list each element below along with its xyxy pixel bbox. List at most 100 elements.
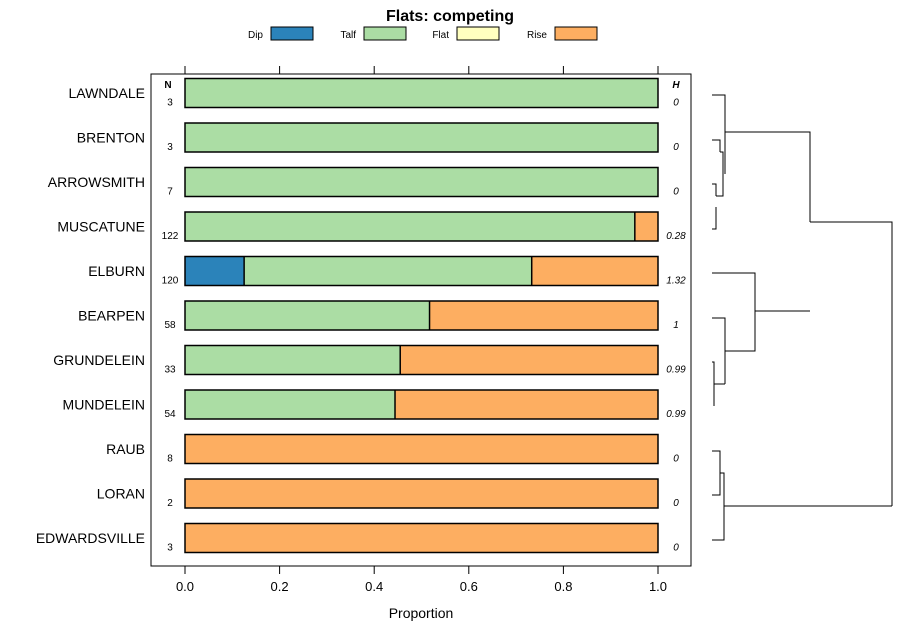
bar-outline xyxy=(184,522,659,554)
h-value: 0 xyxy=(673,142,679,153)
bar-outline xyxy=(184,389,659,420)
bar-segment-rise xyxy=(185,479,658,508)
row-label: GRUNDELEIN xyxy=(53,352,145,368)
row-label: BRENTON xyxy=(77,130,145,146)
n-value: 3 xyxy=(167,543,173,554)
bar-segment-rise xyxy=(185,523,658,553)
row-label: BEARPEN xyxy=(78,308,145,324)
bar-outline xyxy=(184,122,659,153)
dendrogram-branch xyxy=(725,131,811,222)
bar-segment-rise xyxy=(531,256,658,286)
h-value: 0.28 xyxy=(666,231,686,242)
bar-outline xyxy=(184,166,659,198)
bar-segment-talf xyxy=(185,167,658,197)
bar-segment-dip xyxy=(185,256,245,286)
dendrogram-branch xyxy=(712,317,726,384)
legend-label-rise: Rise xyxy=(527,30,547,41)
bar-segment-talf xyxy=(185,123,658,152)
legend-swatch-flat xyxy=(456,26,500,41)
x-tick-label: 0.2 xyxy=(271,579,289,594)
row-label: LAWNDALE xyxy=(68,85,145,101)
x-axis: 0.0 0.2 0.4 0.6 0.8 1.0 xyxy=(176,566,667,594)
dendrogram-branch xyxy=(716,152,724,197)
row-label: RAUB xyxy=(106,441,145,457)
legend: Dip Talf Flat Rise xyxy=(248,26,598,41)
bar-segment-talf xyxy=(244,256,532,286)
bar-segment-rise xyxy=(185,434,658,464)
bar-segment-talf xyxy=(185,212,635,241)
bar-row: GRUNDELEIN 33 0.99 xyxy=(53,344,686,376)
dendrogram-branch xyxy=(712,272,756,352)
n-value: 122 xyxy=(162,231,179,242)
row-label: LORAN xyxy=(97,486,145,502)
bar-row: MUSCATUNE 122 0.28 xyxy=(57,211,686,242)
n-value: 3 xyxy=(167,98,173,109)
x-tick-label: 0.4 xyxy=(365,579,383,594)
bar-segment-talf xyxy=(185,78,658,108)
bar-segment-rise xyxy=(400,345,658,375)
bar-row: RAUB 8 0 xyxy=(106,433,679,465)
bar-rows: LAWNDALE 3 0 BRENTON 3 0 ARROWSMITH 7 0 MUSCATUNE… xyxy=(36,77,686,554)
h-value: 0.99 xyxy=(666,409,686,420)
row-label: ELBURN xyxy=(88,263,145,279)
bar-outline xyxy=(184,344,659,376)
n-value: 33 xyxy=(164,365,176,376)
n-value: 2 xyxy=(167,498,173,509)
h-value: 0 xyxy=(673,98,679,109)
x-tick-label: 0.0 xyxy=(176,579,194,594)
h-value: 0.99 xyxy=(666,365,686,376)
h-value: 0 xyxy=(673,187,679,198)
bar-segment-rise xyxy=(634,212,658,241)
h-value: 0 xyxy=(673,498,679,509)
dendrogram-branch xyxy=(810,221,893,506)
n-value: 54 xyxy=(164,409,176,420)
bar-row: BRENTON 3 0 xyxy=(77,122,679,153)
x-tick-label: 0.6 xyxy=(460,579,478,594)
h-value: 1.32 xyxy=(666,276,686,287)
chart-title: Flats: competing xyxy=(386,8,514,25)
n-value: 8 xyxy=(167,454,173,465)
bar-outline xyxy=(184,211,659,242)
dendrogram-branch xyxy=(712,183,717,196)
bar-segment-talf xyxy=(185,390,396,419)
dendrogram-branch xyxy=(712,450,721,496)
n-value: 58 xyxy=(164,320,176,331)
legend-swatch-rise xyxy=(554,26,598,41)
legend-label-flat: Flat xyxy=(432,30,449,41)
h-value: 1 xyxy=(673,320,679,331)
bar-segment-talf xyxy=(185,345,401,375)
x-tick-label: 1.0 xyxy=(649,579,667,594)
bar-outline xyxy=(184,478,659,509)
bar-row: MUNDELEIN 54 0.99 xyxy=(63,389,686,420)
x-tick-label: 0.8 xyxy=(554,579,572,594)
bar-segment-rise xyxy=(429,301,658,330)
row-label: ARROWSMITH xyxy=(48,174,145,190)
legend-label-talf: Talf xyxy=(340,30,356,41)
x-axis-label: Proportion xyxy=(389,605,454,621)
bar-outline xyxy=(184,255,659,287)
dendrogram-branch xyxy=(712,361,715,406)
legend-label-dip: Dip xyxy=(248,30,263,41)
dendrogram-branch xyxy=(712,139,721,152)
n-value: 7 xyxy=(167,187,173,198)
bar-segment-talf xyxy=(185,301,430,330)
legend-swatch-dip xyxy=(270,26,314,41)
n-value: 3 xyxy=(167,142,173,153)
n-value: 120 xyxy=(162,276,179,287)
top-axis-ticks xyxy=(184,66,659,74)
bar-outline xyxy=(184,433,659,465)
dendrogram xyxy=(712,94,893,541)
dendrogram-branch xyxy=(712,94,726,117)
dendrogram-branch xyxy=(712,207,717,230)
row-label: MUSCATUNE xyxy=(57,219,145,235)
bar-outline xyxy=(184,300,659,331)
bar-outline xyxy=(184,77,659,109)
bar-row: EDWARDSVILLE 3 0 xyxy=(36,522,679,554)
bar-row: ELBURN 120 1.32 xyxy=(88,255,686,287)
bar-row: LAWNDALE 3 0 xyxy=(68,77,679,109)
dendrogram-branch xyxy=(720,151,724,174)
h-value: 0 xyxy=(673,543,679,554)
h-column-header: H xyxy=(672,80,680,91)
h-value: 0 xyxy=(673,454,679,465)
